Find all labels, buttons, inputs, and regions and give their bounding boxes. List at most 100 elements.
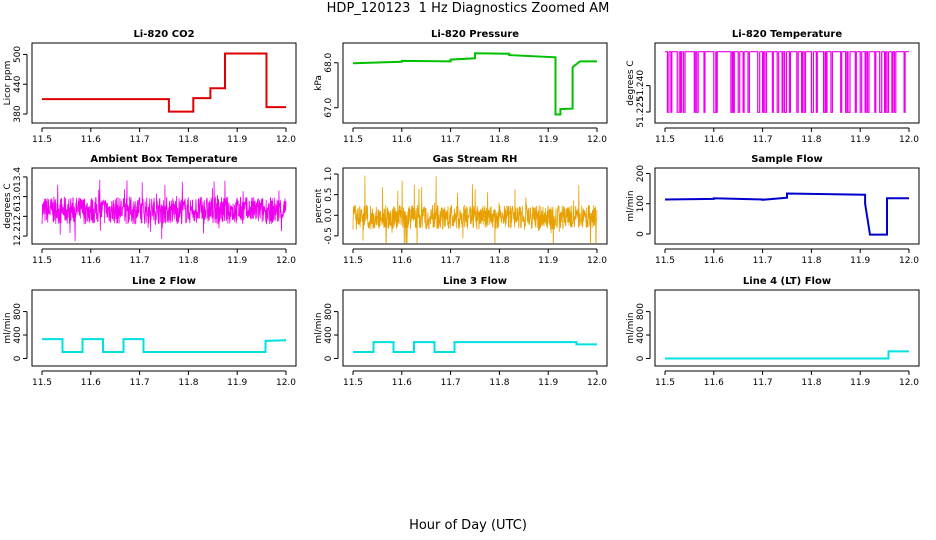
series-line	[664, 192, 909, 236]
y-tick-label: 440	[13, 75, 23, 92]
series-line	[352, 175, 598, 243]
series-line	[41, 179, 287, 242]
x-tick-label: 12.0	[587, 135, 607, 145]
panel-title: Sample Flow	[751, 154, 823, 165]
x-tick-label: 12.0	[899, 256, 919, 266]
y-tick-label: 51.225	[636, 96, 646, 128]
y-tick-label: 68.0	[324, 52, 334, 72]
panel-title: Li-820 Temperature	[732, 29, 842, 40]
panel-8: Line 3 Flow ml/min 11.5 11.6 11.7 11.8 11.9 12.…	[314, 276, 608, 388]
y-axis-label: kPa	[314, 75, 324, 91]
y-tick-label: 0	[636, 231, 646, 237]
x-tick-label: 12.0	[276, 256, 296, 266]
series-line	[665, 350, 909, 360]
panel-title: Li-820 CO2	[133, 29, 194, 40]
y-tick-label: 12.6	[13, 206, 23, 226]
x-tick-label: 11.8	[178, 256, 198, 266]
x-tick-label: 11.9	[227, 256, 247, 266]
x-tick-label: 12.0	[587, 256, 607, 266]
y-tick-label: 67.0	[324, 97, 334, 117]
y-axis-label: ml/min	[3, 312, 13, 343]
x-tick-label: 11.9	[850, 378, 870, 388]
x-tick-label: 11.5	[343, 135, 363, 145]
x-tick-label: 11.9	[850, 135, 870, 145]
panel-title: Line 3 Flow	[443, 276, 507, 287]
series-line	[42, 52, 286, 113]
plot-frame	[342, 42, 608, 124]
panel-title: Line 4 (LT) Flow	[743, 276, 831, 287]
x-tick-label: 11.9	[538, 256, 558, 266]
panel-7: Line 2 Flow ml/min 11.5 11.6 11.7 11.8 11.9 12.…	[3, 276, 297, 388]
panel-6: Sample Flow ml/min 11.5 11.6 11.7 11.8 11.9 12.…	[626, 154, 920, 266]
x-tick-label: 11.9	[850, 256, 870, 266]
x-tick-label: 11.6	[704, 378, 724, 388]
y-tick-label: 200	[636, 165, 646, 182]
panel-2: Li-820 Pressure kPa 11.5 11.6 11.7 11.8 11.9 12…	[314, 29, 608, 145]
x-tick-label: 11.6	[81, 256, 101, 266]
y-tick-label: 800	[636, 303, 646, 320]
y-tick-label: 0	[13, 355, 23, 361]
series-line	[42, 338, 287, 353]
y-tick-label: 500	[13, 46, 23, 63]
x-tick-label: 11.5	[343, 378, 363, 388]
y-tick-label: 51.240	[636, 70, 646, 102]
x-tick-label: 11.7	[441, 378, 461, 388]
x-tick-label: 11.9	[538, 135, 558, 145]
x-tick-label: 11.8	[489, 256, 509, 266]
y-tick-label: 800	[13, 303, 23, 320]
x-tick-label: 11.7	[753, 135, 773, 145]
x-tick-label: 12.0	[899, 378, 919, 388]
plot-frame	[342, 289, 608, 367]
outer-x-axis-label: Hour of Day (UTC)	[409, 518, 527, 533]
panel-title: Li-820 Pressure	[431, 29, 519, 40]
x-tick-label: 11.6	[392, 256, 412, 266]
panel-title: Ambient Box Temperature	[90, 154, 237, 165]
plot-frame	[31, 42, 297, 124]
x-tick-label: 11.8	[801, 378, 821, 388]
x-tick-label: 11.8	[178, 135, 198, 145]
x-tick-label: 11.7	[753, 256, 773, 266]
y-axis-label: degrees C	[3, 183, 13, 228]
panel-title: Gas Stream RH	[433, 154, 518, 165]
y-tick-label: 400	[324, 326, 334, 343]
x-tick-label: 11.9	[227, 378, 247, 388]
x-tick-label: 11.8	[489, 378, 509, 388]
y-tick-label: 1.0	[324, 167, 334, 182]
y-tick-label: 400	[13, 326, 23, 343]
y-tick-label: 0	[636, 355, 646, 361]
panel-title: Line 2 Flow	[132, 276, 196, 287]
x-tick-label: 11.6	[81, 135, 101, 145]
x-tick-label: 11.8	[801, 135, 821, 145]
y-tick-label: 380	[13, 105, 23, 122]
x-tick-label: 11.7	[130, 135, 150, 145]
x-tick-label: 11.6	[81, 378, 101, 388]
y-axis-label: Licor ppm	[3, 61, 13, 106]
y-tick-label: 13.0	[13, 186, 23, 206]
y-tick-label: 0.0	[324, 208, 334, 223]
x-tick-label: 11.6	[704, 135, 724, 145]
x-tick-label: 11.6	[392, 378, 412, 388]
plot-frame	[31, 167, 297, 245]
x-tick-label: 12.0	[276, 378, 296, 388]
x-tick-label: 11.7	[753, 378, 773, 388]
x-tick-label: 11.8	[489, 135, 509, 145]
y-axis-label: ml/min	[626, 190, 636, 221]
y-tick-label: 12.2	[13, 226, 23, 246]
x-tick-label: 11.5	[655, 256, 675, 266]
x-tick-label: 12.0	[276, 135, 296, 145]
panel-3: Li-820 Temperature degrees C 11.5 11.6 11.7 1…	[626, 29, 920, 145]
series-line	[665, 51, 909, 113]
panel-5: Gas Stream RH percent 11.5 11.6 11.7 11.8 11.9…	[314, 154, 608, 266]
x-tick-label: 11.5	[655, 135, 675, 145]
x-tick-label: 11.7	[130, 256, 150, 266]
x-tick-label: 11.8	[801, 256, 821, 266]
y-tick-label: -0.5	[324, 227, 334, 245]
y-tick-label: 400	[636, 326, 646, 343]
panel-4: Ambient Box Temperature degrees C 11.5 11.6…	[3, 154, 297, 266]
series-line	[353, 341, 597, 353]
y-axis-label: ml/min	[626, 312, 636, 343]
plot-frame	[654, 289, 920, 367]
x-tick-label: 11.8	[178, 378, 198, 388]
x-tick-label: 11.6	[704, 256, 724, 266]
